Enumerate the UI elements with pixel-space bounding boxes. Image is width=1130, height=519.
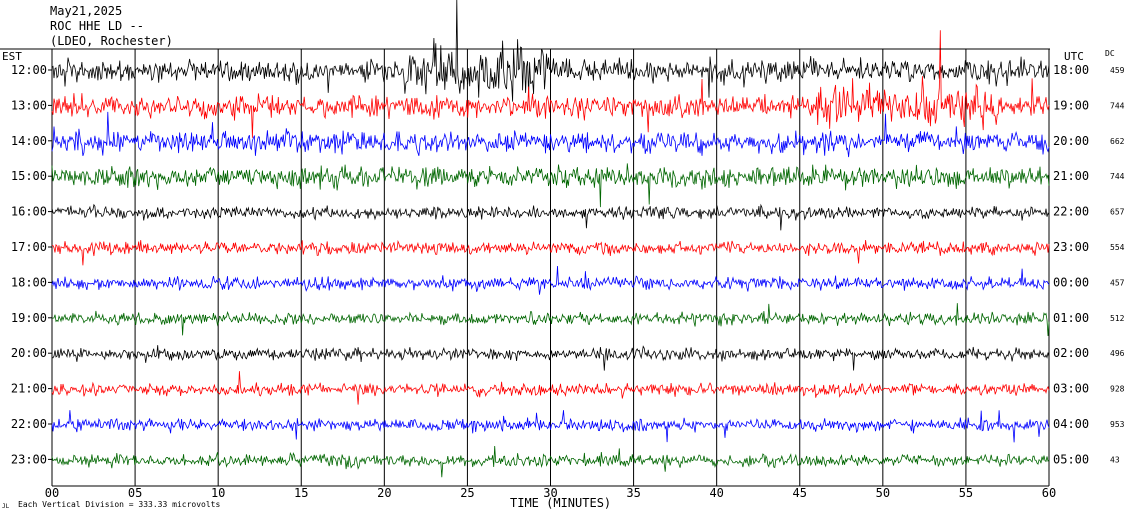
trace-2200 [51, 410, 1050, 443]
est-label: 13:00 [11, 98, 47, 112]
utc-label: 21:00 [1053, 169, 1089, 183]
est-label: 20:00 [11, 346, 47, 360]
header-institution: (LDEO, Rochester) [50, 34, 173, 48]
x-tick-label: 50 [876, 486, 890, 500]
est-label: 16:00 [11, 205, 47, 219]
est-label: 14:00 [11, 134, 47, 148]
est-label: 17:00 [11, 240, 47, 254]
est-label: 21:00 [11, 382, 47, 396]
utc-label: 20:00 [1053, 134, 1089, 148]
utc-label: 05:00 [1053, 452, 1089, 466]
trace-1900 [51, 303, 1050, 337]
trace-1300 [51, 30, 1050, 138]
trace-2100 [51, 371, 1050, 405]
dc-value: 512 [1110, 314, 1125, 323]
est-label: 19:00 [11, 311, 47, 325]
dc-value: 457 [1110, 278, 1125, 287]
dc-value: 662 [1110, 137, 1125, 146]
left-timezone-label: EST [2, 50, 22, 63]
trace-1800 [51, 265, 1050, 295]
dc-value: 496 [1110, 349, 1125, 358]
utc-label: 01:00 [1053, 311, 1089, 325]
est-hour-labels: 12:00 13:00 14:00 15:00 16:00 17:00 18:00 19:00… [11, 63, 52, 466]
est-label: 23:00 [11, 452, 47, 466]
scale-note: Each Vertical Division = 333.33 microvol… [18, 500, 221, 509]
x-tick-label: 55 [959, 486, 973, 500]
x-tick-label: 05 [128, 486, 142, 500]
x-tick-label: 15 [294, 486, 308, 500]
minute-tick-labels: 00 05 10 15 20 25 30 35 40 45 50 55 60 [45, 486, 1056, 500]
trace-2300 [51, 445, 1050, 478]
header-date: May21,2025 [50, 4, 123, 18]
x-tick-label: 00 [45, 486, 59, 500]
dc-offset-labels: 459 744 662 744 657 554 457 512 496 928 953 43 [1110, 66, 1125, 464]
dc-value: 459 [1110, 66, 1125, 75]
dc-value: 744 [1110, 101, 1125, 110]
dc-value: 43 [1110, 455, 1120, 464]
x-tick-label: 25 [460, 486, 474, 500]
seismic-traces [51, 0, 1050, 478]
utc-hour-labels: 18:00 19:00 20:00 21:00 22:00 23:00 00:00 01:00… [1053, 63, 1089, 466]
plot-frame [0, 48, 1050, 487]
header-station: ROC HHE LD -- [50, 19, 144, 33]
minute-gridlines [51, 49, 1050, 486]
utc-label: 04:00 [1053, 417, 1089, 431]
utc-label: 00:00 [1053, 275, 1089, 289]
trace-1500 [51, 163, 1050, 208]
est-label: 15:00 [11, 169, 47, 183]
dc-column-header: DC [1105, 49, 1115, 58]
x-tick-label: 35 [626, 486, 640, 500]
trace-2000 [51, 345, 1050, 371]
dc-value: 554 [1110, 243, 1125, 252]
est-label: 12:00 [11, 63, 47, 77]
x-tick-label: 10 [211, 486, 225, 500]
trace-1700 [52, 239, 1050, 266]
x-tick-label: 60 [1042, 486, 1056, 500]
dc-value: 953 [1110, 420, 1125, 429]
x-axis-title: TIME (MINUTES) [510, 496, 612, 510]
dc-value: 657 [1110, 208, 1125, 217]
utc-label: 02:00 [1053, 346, 1089, 360]
trace-1200 [51, 0, 1050, 102]
utc-label: 03:00 [1053, 382, 1089, 396]
est-label: 22:00 [11, 417, 47, 431]
dc-value: 928 [1110, 385, 1125, 394]
utc-label: 18:00 [1053, 63, 1089, 77]
utc-label: 19:00 [1053, 98, 1089, 112]
x-tick-label: 45 [793, 486, 807, 500]
trace-1400 [51, 111, 1050, 158]
utc-label: 23:00 [1053, 240, 1089, 254]
x-tick-label: 30 [543, 486, 557, 500]
right-timezone-label: UTC [1064, 50, 1084, 63]
trace-1600 [51, 203, 1050, 231]
utc-label: 22:00 [1053, 205, 1089, 219]
x-tick-label: 40 [709, 486, 723, 500]
corner-mark: JL [2, 503, 10, 510]
est-label: 18:00 [11, 275, 47, 289]
x-tick-label: 20 [377, 486, 391, 500]
dc-value: 744 [1110, 172, 1125, 181]
